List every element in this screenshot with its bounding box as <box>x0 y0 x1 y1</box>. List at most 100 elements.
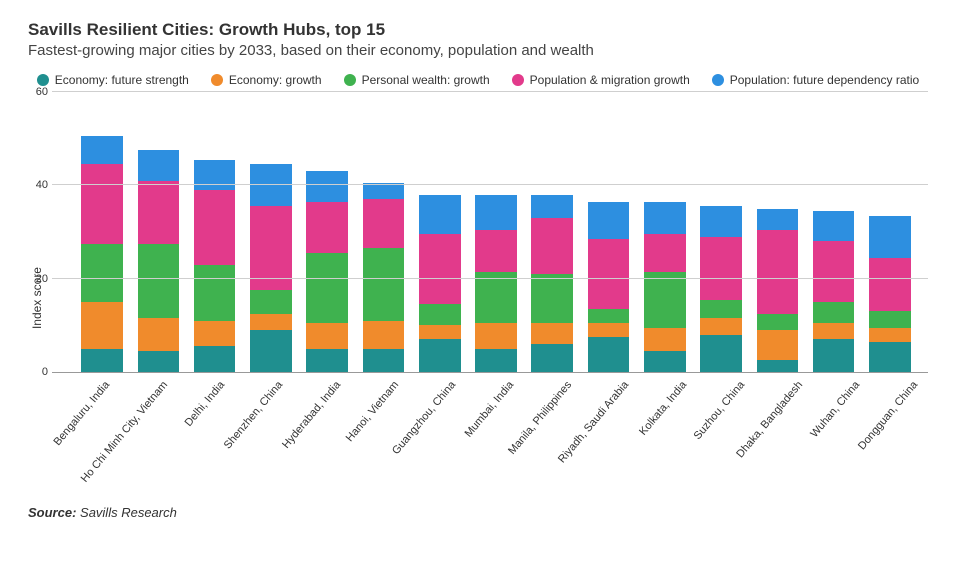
bar-segment <box>644 351 686 372</box>
bar-segment <box>475 230 517 272</box>
bars-container <box>74 93 918 372</box>
plot-area: 0204060 <box>52 93 928 373</box>
bar-segment <box>250 164 292 206</box>
bar-segment <box>81 244 123 302</box>
legend-swatch <box>344 74 356 86</box>
legend-swatch <box>211 74 223 86</box>
bar-segment <box>419 339 461 372</box>
bar-segment <box>194 160 236 190</box>
bar-segment <box>419 325 461 339</box>
stacked-bar <box>194 160 236 372</box>
stacked-bar <box>81 136 123 372</box>
chart-subtitle: Fastest-growing major cities by 2033, ba… <box>28 42 928 59</box>
bar-segment <box>363 183 405 199</box>
bar-slot <box>637 93 693 372</box>
stacked-bar <box>306 171 348 372</box>
x-label-slot: Ho Chi Minh City, Vietnam <box>132 373 190 503</box>
stacked-bar <box>475 195 517 372</box>
grid-line <box>52 91 928 92</box>
y-tick-label: 40 <box>24 179 48 191</box>
bar-segment <box>306 349 348 372</box>
bar-segment <box>475 349 517 372</box>
bar-segment <box>138 244 180 319</box>
bar-segment <box>194 346 236 372</box>
y-axis-ticks: 0204060 <box>24 93 48 372</box>
y-tick-label: 0 <box>24 366 48 378</box>
bar-segment <box>757 209 799 230</box>
bar-slot <box>130 93 186 372</box>
bar-segment <box>138 318 180 351</box>
bar-segment <box>644 328 686 351</box>
bar-segment <box>869 328 911 342</box>
bar-slot <box>693 93 749 372</box>
chart-area: Index score 0204060 Bengaluru, IndiaHo C… <box>28 93 928 503</box>
legend-item: Population: future dependency ratio <box>712 73 919 87</box>
bar-segment <box>531 323 573 344</box>
grid-line <box>52 184 928 185</box>
bar-segment <box>194 190 236 265</box>
bar-slot <box>524 93 580 372</box>
bar-segment <box>419 234 461 304</box>
bar-segment <box>250 330 292 372</box>
bar-segment <box>475 323 517 349</box>
bar-slot <box>749 93 805 372</box>
y-tick-label: 20 <box>24 273 48 285</box>
legend-label: Economy: future strength <box>55 73 189 87</box>
bar-segment <box>813 339 855 372</box>
bar-segment <box>757 314 799 330</box>
bar-segment <box>81 136 123 164</box>
bar-slot <box>805 93 861 372</box>
legend-item: Economy: future strength <box>37 73 189 87</box>
bar-slot <box>355 93 411 372</box>
bar-segment <box>700 318 742 334</box>
bar-segment <box>363 199 405 248</box>
stacked-bar <box>531 195 573 372</box>
bar-segment <box>813 241 855 302</box>
legend-item: Personal wealth: growth <box>344 73 490 87</box>
grid-line <box>52 278 928 279</box>
bar-segment <box>813 211 855 241</box>
bar-slot <box>862 93 918 372</box>
bar-segment <box>306 323 348 349</box>
bar-segment <box>813 302 855 323</box>
bar-segment <box>869 311 911 327</box>
bar-segment <box>531 344 573 372</box>
bar-segment <box>869 216 911 258</box>
bar-segment <box>194 321 236 347</box>
bar-segment <box>138 181 180 244</box>
bar-segment <box>869 258 911 312</box>
bar-segment <box>644 272 686 328</box>
bar-slot <box>243 93 299 372</box>
bar-slot <box>299 93 355 372</box>
bar-segment <box>419 304 461 325</box>
bar-segment <box>700 206 742 236</box>
legend-label: Personal wealth: growth <box>362 73 490 87</box>
legend-label: Population: future dependency ratio <box>730 73 919 87</box>
bar-segment <box>588 202 630 239</box>
stacked-bar <box>419 195 461 372</box>
bar-segment <box>757 330 799 360</box>
bar-segment <box>757 360 799 372</box>
stacked-bar <box>700 206 742 372</box>
legend-swatch <box>512 74 524 86</box>
y-tick-label: 60 <box>24 86 48 98</box>
legend-swatch <box>712 74 724 86</box>
source-label: Source: <box>28 505 76 520</box>
bar-segment <box>869 342 911 372</box>
bar-segment <box>250 314 292 330</box>
stacked-bar <box>869 216 911 372</box>
source-line: Source: Savills Research <box>28 505 928 520</box>
bar-segment <box>700 300 742 319</box>
source-value: Savills Research <box>76 505 176 520</box>
bar-segment <box>306 253 348 323</box>
bar-segment <box>475 195 517 230</box>
bar-segment <box>306 202 348 253</box>
legend-item: Economy: growth <box>211 73 322 87</box>
x-label-slot: Riyadh, Saudi Arabia <box>594 373 652 503</box>
x-axis-labels: Bengaluru, IndiaHo Chi Minh City, Vietna… <box>74 373 940 503</box>
bar-segment <box>531 274 573 323</box>
bar-segment <box>250 290 292 313</box>
stacked-bar <box>644 202 686 372</box>
bar-segment <box>700 335 742 372</box>
legend-swatch <box>37 74 49 86</box>
